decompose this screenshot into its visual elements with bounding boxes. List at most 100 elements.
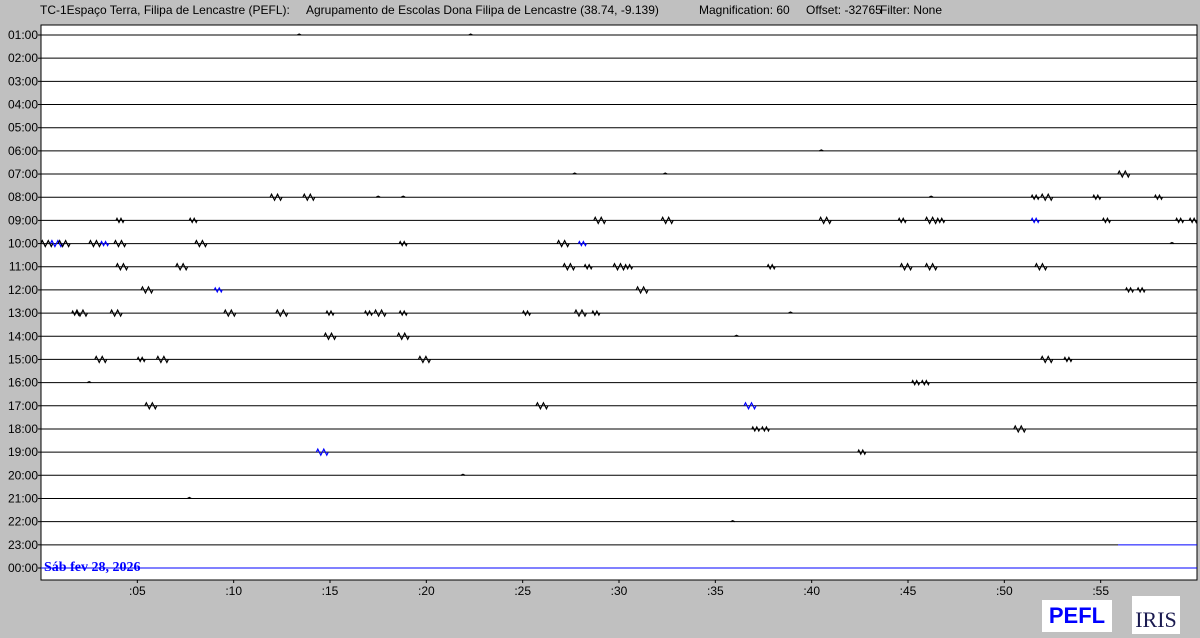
seismic-event bbox=[460, 473, 466, 476]
seismic-event bbox=[188, 217, 198, 224]
seismic-event bbox=[572, 172, 577, 175]
row-label-03:00: 03:00 bbox=[8, 74, 38, 88]
seismic-event bbox=[788, 311, 793, 314]
seismic-event bbox=[136, 356, 146, 363]
seismic-event bbox=[302, 192, 316, 202]
offset: Offset: -32765 bbox=[806, 3, 882, 17]
seismic-event bbox=[363, 309, 374, 317]
seismic-event bbox=[269, 192, 283, 202]
x-tick-label: :45 bbox=[900, 584, 917, 598]
x-tick-label: :10 bbox=[225, 584, 242, 598]
row-label-17:00: 17:00 bbox=[8, 399, 38, 413]
row-label-02:00: 02:00 bbox=[8, 51, 38, 65]
iris-logo: IRIS bbox=[1132, 596, 1180, 634]
seismic-event bbox=[1188, 217, 1198, 224]
row-label-15:00: 15:00 bbox=[8, 352, 38, 366]
seismic-event bbox=[88, 239, 102, 248]
seismic-event bbox=[213, 286, 223, 294]
plot-area bbox=[40, 24, 1198, 581]
seismic-event bbox=[223, 308, 237, 318]
seismic-event bbox=[398, 240, 408, 247]
row-label-14:00: 14:00 bbox=[8, 329, 38, 343]
row-label-18:00: 18:00 bbox=[8, 422, 38, 436]
x-tick-label: :55 bbox=[1092, 584, 1109, 598]
seismic-event bbox=[660, 216, 674, 225]
seismic-event bbox=[155, 355, 169, 364]
seismic-event bbox=[140, 285, 154, 295]
seismic-event bbox=[591, 309, 601, 317]
seismic-event bbox=[187, 496, 192, 500]
seismic-event bbox=[897, 217, 907, 224]
x-tick-label: :25 bbox=[514, 584, 531, 598]
row-label-04:00: 04:00 bbox=[8, 98, 38, 112]
seismic-event bbox=[583, 263, 593, 271]
seismic-event bbox=[113, 239, 127, 248]
seismic-event bbox=[920, 379, 930, 386]
seismic-event bbox=[1125, 286, 1135, 294]
seismic-event bbox=[535, 401, 549, 411]
row-label-00:00: 00:00 bbox=[8, 561, 38, 575]
seismic-event bbox=[1040, 355, 1054, 364]
seismic-event bbox=[296, 33, 302, 36]
row-label-12:00: 12:00 bbox=[8, 283, 38, 297]
seismic-event bbox=[928, 195, 934, 198]
seismic-event bbox=[417, 355, 431, 364]
row-label-06:00: 06:00 bbox=[8, 144, 38, 158]
row-label-10:00: 10:00 bbox=[8, 237, 38, 251]
seismic-event bbox=[398, 309, 408, 317]
seismic-event bbox=[624, 263, 634, 271]
seismic-event bbox=[468, 33, 473, 36]
row-label-19:00: 19:00 bbox=[8, 445, 38, 459]
seismic-event bbox=[593, 216, 607, 225]
seismic-event bbox=[1169, 241, 1175, 245]
seismic-event bbox=[857, 448, 867, 456]
filter: Filter: None bbox=[880, 3, 943, 17]
row-label-09:00: 09:00 bbox=[8, 213, 38, 227]
seismic-event bbox=[315, 447, 329, 457]
seismic-event bbox=[751, 425, 761, 433]
seismic-event bbox=[275, 308, 289, 318]
seismic-event bbox=[612, 262, 626, 272]
seismic-event bbox=[109, 308, 123, 318]
seismic-event bbox=[521, 309, 532, 317]
seismic-event bbox=[40, 239, 54, 248]
seismic-event bbox=[1092, 193, 1102, 201]
seismic-event bbox=[1013, 424, 1027, 434]
seismic-event bbox=[577, 240, 587, 247]
x-tick-label: :50 bbox=[996, 584, 1013, 598]
row-label-13:00: 13:00 bbox=[8, 306, 38, 320]
seismic-event bbox=[1030, 193, 1040, 201]
x-tick-label: :40 bbox=[803, 584, 820, 598]
seismic-event bbox=[1136, 286, 1146, 294]
magnification: Magnification: 60 bbox=[699, 3, 790, 17]
seismic-event bbox=[49, 239, 63, 248]
seismic-event bbox=[323, 331, 337, 341]
seismic-event bbox=[57, 239, 71, 248]
seismic-event bbox=[94, 355, 108, 364]
seismic-event bbox=[373, 308, 387, 318]
seismic-event bbox=[325, 309, 335, 317]
seismic-event bbox=[1030, 217, 1040, 224]
row-label-07:00: 07:00 bbox=[8, 167, 38, 181]
seismic-event bbox=[936, 217, 946, 224]
seismic-event bbox=[743, 401, 757, 411]
seismic-event bbox=[924, 216, 938, 225]
seismic-event bbox=[562, 262, 576, 272]
seismic-event bbox=[100, 240, 110, 247]
seismic-event bbox=[396, 331, 410, 341]
seismic-event bbox=[375, 195, 381, 198]
seismic-event bbox=[1175, 217, 1185, 224]
row-label-16:00: 16:00 bbox=[8, 376, 38, 390]
seismic-event bbox=[175, 262, 189, 272]
seismic-event bbox=[760, 425, 770, 433]
seismic-event bbox=[1101, 217, 1111, 224]
seismic-event bbox=[556, 239, 570, 248]
seismic-event bbox=[734, 334, 739, 337]
row-label-05:00: 05:00 bbox=[8, 121, 38, 135]
row-label-23:00: 23:00 bbox=[8, 538, 38, 552]
seismic-event bbox=[194, 239, 208, 248]
row-label-08:00: 08:00 bbox=[8, 190, 38, 204]
x-tick-label: :05 bbox=[129, 584, 146, 598]
x-tick-label: :20 bbox=[418, 584, 435, 598]
station-name: TC-1Espaço Terra, Filipa de Lencastre (P… bbox=[40, 3, 290, 17]
